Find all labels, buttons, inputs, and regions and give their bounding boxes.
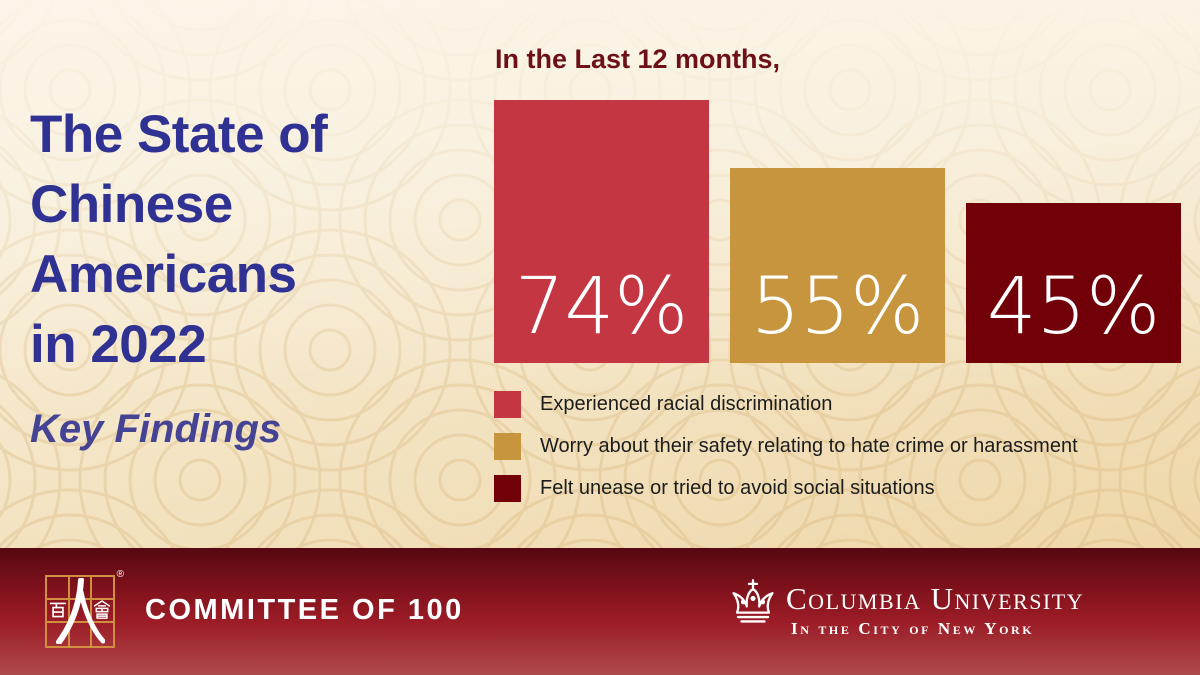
title-block: The State of Chinese Americans in 2022 — [30, 100, 328, 380]
page-title-line: Americans — [30, 245, 297, 304]
legend-item: Felt unease or tried to avoid social sit… — [494, 475, 1078, 502]
bar-group: 74% 55% 45% — [494, 100, 1181, 363]
logo-grid-line — [90, 577, 92, 646]
page-subtitle: Key Findings — [30, 407, 282, 451]
legend-swatch — [494, 475, 521, 502]
page-title-line: Chinese — [30, 175, 233, 234]
columbia-text-block: Columbia University In the City of New Y… — [786, 578, 1085, 638]
logo-glyph-ren-icon — [55, 578, 105, 644]
legend-swatch — [494, 391, 521, 418]
legend-item: Worry about their safety relating to hat… — [494, 433, 1078, 460]
bar-value-label: 74% — [514, 262, 689, 352]
columbia-university-logo: Columbia University In the City of New Y… — [730, 578, 1084, 637]
legend-swatch — [494, 433, 521, 460]
bar-value-label: 45% — [986, 262, 1161, 352]
legend-label: Experienced racial discrimination — [540, 393, 833, 415]
logo-grid-line — [47, 621, 113, 623]
chart-legend: Experienced racial discrimination Worry a… — [494, 391, 1078, 517]
bar-3: 45% — [966, 203, 1181, 363]
bar-2: 55% — [730, 168, 945, 363]
page-title-line: in 2022 — [30, 315, 207, 374]
legend-item: Experienced racial discrimination — [494, 391, 1078, 418]
columbia-crown-icon — [732, 579, 774, 623]
columbia-tagline: In the City of New York — [791, 619, 1035, 638]
page-title: The State of Chinese Americans in 2022 — [30, 100, 328, 380]
page-title-line: The State of — [30, 105, 328, 164]
chart-title: In the Last 12 months, — [495, 44, 781, 74]
committee-of-100-wordmark: COMMITTEE OF 100 — [145, 594, 464, 626]
footer-banner: 百人會 — [0, 548, 1200, 675]
bar-value-label: 55% — [750, 262, 925, 352]
bar-1: 74% — [494, 100, 709, 363]
logo-glyph-bai-icon — [49, 601, 67, 619]
columbia-university-wordmark: Columbia University — [786, 581, 1085, 616]
logo-grid-line — [68, 577, 70, 646]
logo-glyph-hui-icon — [93, 600, 111, 620]
legend-label: Worry about their safety relating to hat… — [540, 435, 1078, 457]
committee-of-100-logo: 百人會 — [45, 569, 124, 648]
registered-trademark: ® — [116, 569, 124, 580]
legend-label: Felt unease or tried to avoid social sit… — [540, 477, 935, 499]
